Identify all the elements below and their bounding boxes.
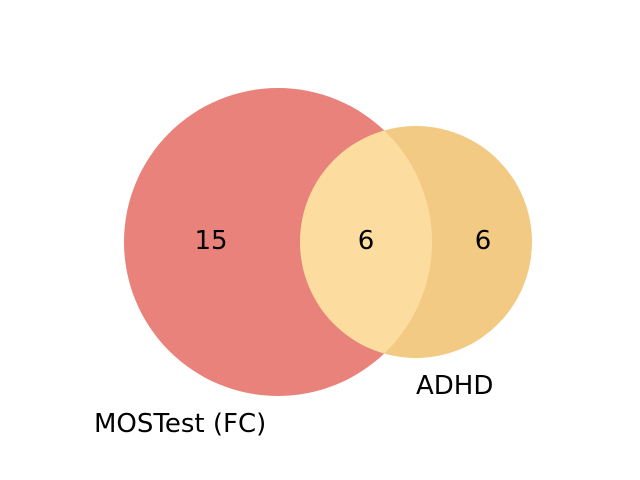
intersection-region bbox=[300, 126, 432, 358]
label-adhd: ADHD bbox=[416, 371, 493, 401]
label-mostest-fc: MOSTest (FC) bbox=[94, 409, 266, 439]
count-intersection: 6 bbox=[358, 226, 375, 256]
count-adhd-only: 6 bbox=[475, 226, 492, 256]
count-mostest-only: 15 bbox=[194, 226, 227, 256]
